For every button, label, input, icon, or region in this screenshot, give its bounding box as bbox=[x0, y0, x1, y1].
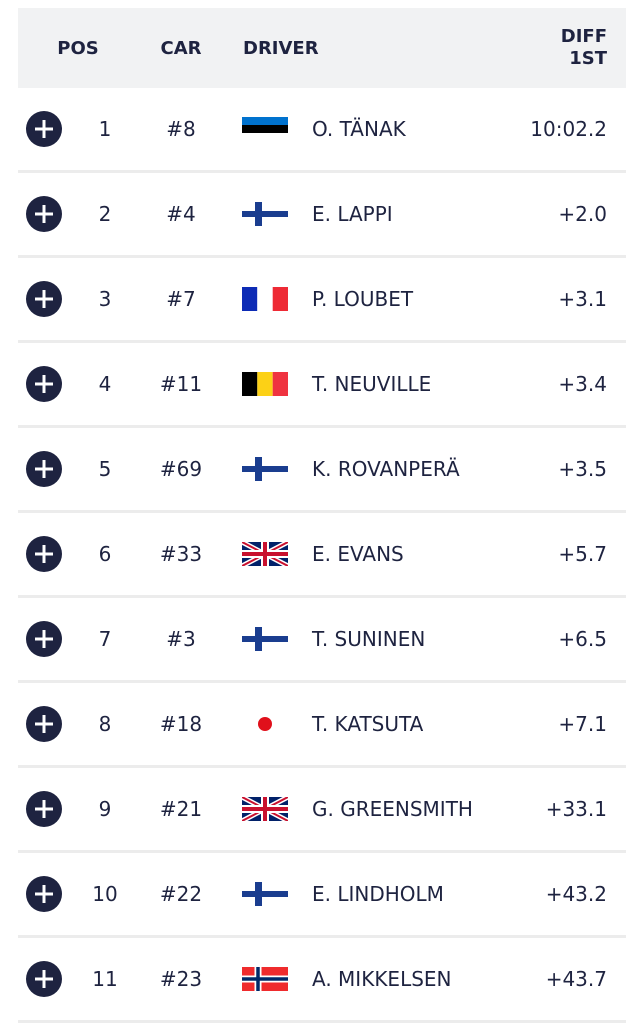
driver-name: T. SUNINEN bbox=[312, 627, 426, 651]
time-diff: +7.1 bbox=[558, 712, 607, 736]
position: 6 bbox=[98, 542, 112, 566]
driver-name: T. KATSUTA bbox=[312, 712, 424, 736]
result-row: 2 #4 E. LAPPI +2.0 bbox=[18, 173, 626, 258]
car-number: #11 bbox=[159, 372, 203, 396]
time-diff: +43.2 bbox=[545, 882, 607, 906]
result-row: 11 #23 A. MIKKELSEN +43.7 bbox=[18, 938, 626, 1023]
flag bbox=[242, 428, 288, 510]
header-car: CAR bbox=[160, 37, 202, 59]
expand-button[interactable] bbox=[25, 88, 63, 170]
table-header: POS CAR DRIVER DIFF 1ST bbox=[18, 8, 626, 88]
driver-name: E. EVANS bbox=[312, 542, 404, 566]
driver-name: T. NEUVILLE bbox=[312, 372, 432, 396]
car-number: #21 bbox=[159, 797, 203, 821]
position: 8 bbox=[98, 712, 112, 736]
car-number: #7 bbox=[166, 287, 196, 311]
car-number: #22 bbox=[159, 882, 203, 906]
flag bbox=[242, 513, 288, 595]
expand-button[interactable] bbox=[25, 513, 63, 595]
driver-name: E. LAPPI bbox=[312, 202, 393, 226]
expand-button[interactable] bbox=[25, 598, 63, 680]
result-row: 3 #7 P. LOUBET +3.1 bbox=[18, 258, 626, 343]
position: 5 bbox=[98, 457, 112, 481]
driver-name: A. MIKKELSEN bbox=[312, 967, 452, 991]
flag bbox=[242, 598, 288, 680]
car-number: #3 bbox=[166, 627, 196, 651]
driver-name: K. ROVANPERÄ bbox=[312, 457, 460, 481]
flag bbox=[242, 853, 288, 935]
time-diff: +43.7 bbox=[545, 967, 607, 991]
car-number: #18 bbox=[159, 712, 203, 736]
time-diff: +3.1 bbox=[558, 287, 607, 311]
time-diff: 10:02.2 bbox=[530, 117, 607, 141]
time-diff: +3.5 bbox=[558, 457, 607, 481]
flag bbox=[242, 88, 288, 170]
position: 9 bbox=[98, 797, 112, 821]
result-row: 7 #3 T. SUNINEN +6.5 bbox=[18, 598, 626, 683]
car-number: #8 bbox=[166, 117, 196, 141]
flag bbox=[242, 343, 288, 425]
driver-name: G. GREENSMITH bbox=[312, 797, 473, 821]
position: 11 bbox=[92, 967, 118, 991]
position: 1 bbox=[98, 117, 112, 141]
result-row: 1 #8 O. TÄNAK 10:02.2 bbox=[18, 88, 626, 173]
result-row: 10 #22 E. LINDHOLM +43.2 bbox=[18, 853, 626, 938]
driver-name: E. LINDHOLM bbox=[312, 882, 444, 906]
time-diff: +2.0 bbox=[558, 202, 607, 226]
car-number: #33 bbox=[159, 542, 203, 566]
driver-name: O. TÄNAK bbox=[312, 117, 406, 141]
position: 7 bbox=[98, 627, 112, 651]
car-number: #69 bbox=[159, 457, 203, 481]
time-diff: +5.7 bbox=[558, 542, 607, 566]
header-diff: DIFF 1ST bbox=[560, 26, 607, 69]
expand-button[interactable] bbox=[25, 428, 63, 510]
time-diff: +6.5 bbox=[558, 627, 607, 651]
header-driver: DRIVER bbox=[243, 37, 319, 59]
car-number: #23 bbox=[159, 967, 203, 991]
position: 2 bbox=[98, 202, 112, 226]
result-row: 6 #33 E. EVANS +5.7 bbox=[18, 513, 626, 598]
flag bbox=[242, 768, 288, 850]
car-number: #4 bbox=[166, 202, 196, 226]
result-row: 9 #21 G. GREENSMITH +33.1 bbox=[18, 768, 626, 853]
expand-button[interactable] bbox=[25, 853, 63, 935]
time-diff: +33.1 bbox=[545, 797, 607, 821]
result-row: 5 #69 K. ROVANPERÄ +3.5 bbox=[18, 428, 626, 513]
driver-name: P. LOUBET bbox=[312, 287, 414, 311]
expand-button[interactable] bbox=[25, 258, 63, 340]
flag bbox=[242, 258, 288, 340]
time-diff: +3.4 bbox=[558, 372, 607, 396]
flag bbox=[242, 683, 288, 765]
expand-button[interactable] bbox=[25, 343, 63, 425]
expand-button[interactable] bbox=[25, 683, 63, 765]
result-row: 4 #11 T. NEUVILLE +3.4 bbox=[18, 343, 626, 428]
expand-button[interactable] bbox=[25, 173, 63, 255]
header-pos: POS bbox=[57, 37, 99, 59]
expand-button[interactable] bbox=[25, 768, 63, 850]
position: 10 bbox=[92, 882, 118, 906]
flag bbox=[242, 938, 288, 1020]
expand-button[interactable] bbox=[25, 938, 63, 1020]
result-row: 8 #18 T. KATSUTA +7.1 bbox=[18, 683, 626, 768]
flag bbox=[242, 173, 288, 255]
position: 3 bbox=[98, 287, 112, 311]
position: 4 bbox=[98, 372, 112, 396]
